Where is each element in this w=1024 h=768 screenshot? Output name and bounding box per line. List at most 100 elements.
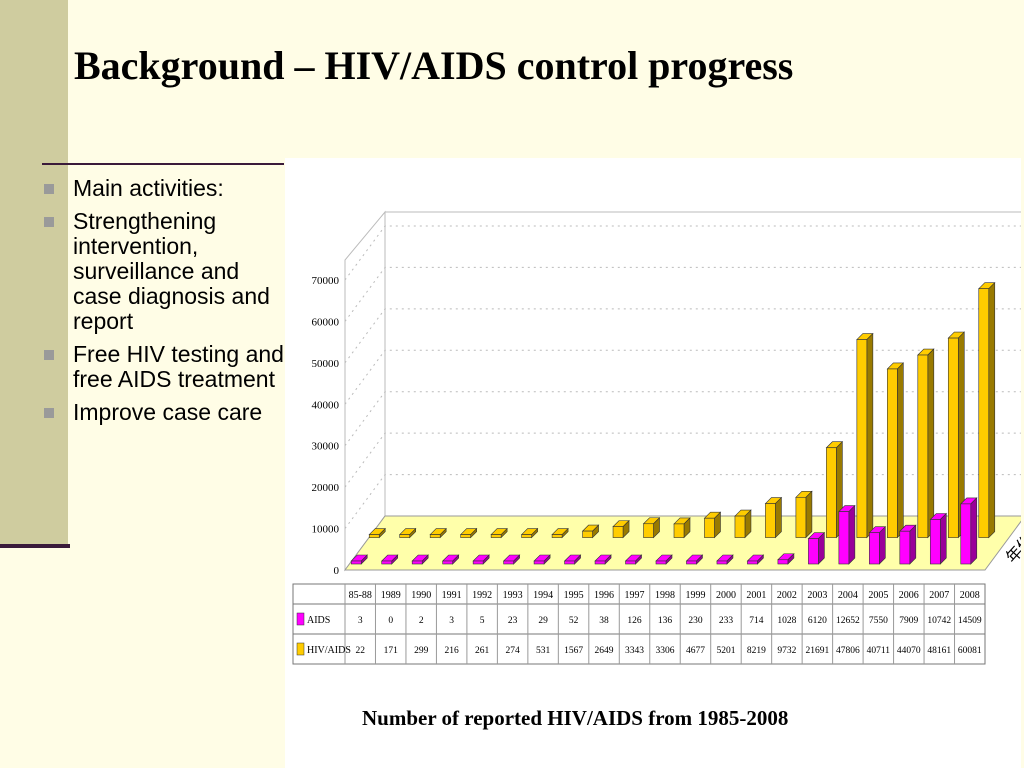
hiv-aids-bar [612,519,630,539]
aids-bar [594,554,612,565]
square-bullet-icon [44,408,54,418]
divider-line-left [0,544,70,548]
aids-bar [929,512,948,565]
gridline [344,308,1021,364]
bar-front [503,560,514,565]
x-tick-label: 2008 [960,590,980,601]
bar-front [612,526,624,538]
data-label: 38 [599,616,609,626]
aids-bar [441,554,460,565]
aids-bar [411,554,429,565]
aids-bar [777,553,795,565]
data-label: 22 [355,646,365,656]
data-label: 1028 [777,616,796,626]
bar-side [970,497,978,565]
data-label: 233 [719,616,734,626]
bar-side [866,332,874,539]
data-label: 23 [508,616,518,626]
aids-bar [624,554,643,565]
x-tick-label: 2002 [777,590,797,601]
chart-side-wall [344,210,386,572]
data-label: 7909 [899,616,918,626]
aids-bar [960,497,978,565]
y-tick-label: 0 [334,565,340,577]
bullet-text: Improve case care [73,399,263,425]
data-label: 3306 [656,646,675,656]
data-label: 299 [414,646,429,656]
bar-front [533,560,545,565]
data-label: 48161 [927,646,951,656]
bar-side [775,496,782,539]
x-tick-label: 1999 [685,590,705,601]
bar-side [848,504,856,565]
bar-front [808,538,819,565]
gridline [344,474,1021,529]
slide-title: Background – HIV/AIDS control progress [74,43,794,88]
x-tick-label: 1992 [472,590,492,601]
data-label: 3 [449,616,454,626]
bar-front [947,337,959,538]
bar-front [734,515,746,538]
gridline [344,225,1021,281]
divider-line [42,163,284,165]
chart-caption: Number of reported HIV/AIDS from 1985-20… [362,706,789,730]
aids-bar [746,554,765,565]
bar-front [472,560,484,565]
data-table [292,583,986,665]
bar-front [625,560,636,565]
data-label: 3343 [625,646,644,656]
gridline [344,266,1021,322]
x-tick-label: 2007 [929,590,949,601]
aids-bar [685,554,704,565]
bullet-item: Improve case care [44,400,284,425]
aids-bar [868,525,887,565]
bar-front [564,560,575,565]
bullet-text: Strengthening intervention, surveillance… [73,208,270,334]
hiv-aids-bar [764,496,783,539]
hiv-aids-bar [398,527,417,539]
hiv-aids-bar [917,348,935,539]
bullet-list: Main activities: Strengthening intervent… [44,176,284,433]
hiv-aids-bar [520,527,539,539]
aids-bar [472,554,490,565]
bar-front [582,530,593,538]
bar-front [490,534,502,538]
hiv-aids-bar [947,331,966,539]
hiv-aids-chart: 010000200003000040000500006000070000年份85… [292,210,1021,665]
gridline [344,391,1021,447]
data-label: 10742 [927,616,951,626]
bar-front [521,534,532,538]
y-tick-label: 70000 [312,275,340,287]
bullet-item: Free HIV testing and free AIDS treatment [44,342,284,392]
bar-side [939,512,947,565]
data-label: 171 [384,646,399,656]
bar-front [899,530,911,565]
data-label: 5 [480,616,485,626]
bar-front [411,560,423,565]
x-tick-label: 1989 [381,590,401,601]
bar-front [887,368,898,538]
data-label: 274 [505,646,519,656]
bar-side [988,281,996,539]
bar-front [442,560,453,565]
bar-front [838,511,850,565]
legend-swatch [296,642,305,656]
hiv-aids-bar [886,362,905,539]
bar-front [643,523,654,538]
bar-front [929,519,941,565]
data-label: 3 [358,616,363,626]
bar-front [368,534,380,538]
left-accent-band [0,0,68,548]
data-label: 44070 [897,646,921,656]
hiv-aids-bar [856,332,874,539]
aids-bar [655,554,673,565]
data-label: 7550 [869,616,888,626]
x-tick-label: 1993 [503,590,523,601]
data-label: 21691 [806,646,830,656]
x-tick-label: 1995 [564,590,584,601]
bar-front [429,534,441,538]
bullet-item: Main activities: [44,176,284,201]
x-tick-label: 1996 [594,590,614,601]
data-label: 4677 [686,646,705,656]
legend-label: AIDS [307,615,330,626]
